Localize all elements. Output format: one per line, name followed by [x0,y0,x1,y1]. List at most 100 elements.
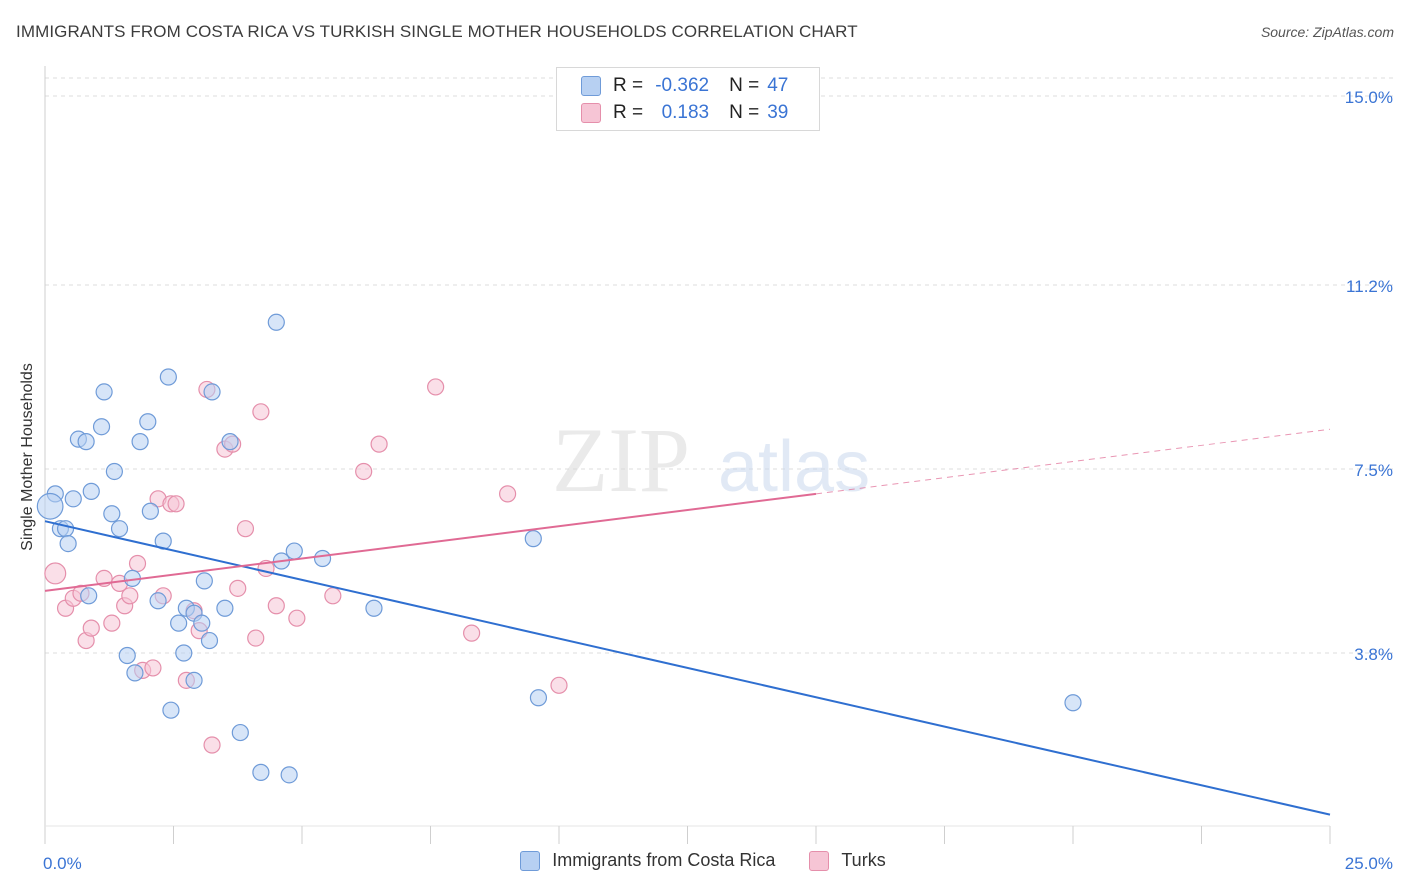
turks-point [82,619,100,637]
turks-point [370,435,388,453]
legend-swatch-blue [520,850,541,871]
legend-swatch-pink [809,850,830,871]
costa-rica-point [1064,694,1082,712]
y-tick-label: 3.8% [1354,645,1393,664]
legend-r-label: R = [613,102,644,123]
correlation-legend: R = -0.362 N = 47 R = 0.183 N = 39 [556,67,820,131]
legend-r-value: 0.183 [661,102,710,123]
costa-rica-point [285,542,303,560]
costa-rica-point [280,766,298,784]
costa-rica-point [185,671,203,689]
costa-rica-point [64,490,82,508]
legend-n-value: 47 [767,75,789,96]
costa-rica-point [77,433,95,451]
legend-item-label: Turks [841,850,886,870]
legend-r-value: -0.362 [655,75,710,96]
watermark: ZIP atlas [552,409,870,511]
turks-trend-extension [815,428,1331,495]
costa-rica-point [110,520,129,538]
costa-rica-point [203,383,221,401]
axes [44,66,1331,844]
costa-rica-point [252,763,270,781]
legend-n-label: N = [729,102,760,123]
turks-point [229,579,247,597]
costa-rica-point [95,383,113,401]
costa-rica-point [126,664,144,682]
costa-rica-point [529,689,548,707]
costa-rica-point [170,614,188,632]
turks-point [247,629,265,647]
costa-rica-point [175,644,193,662]
turks-point [103,614,121,632]
turks-point [203,736,221,754]
source-credit: Source: ZipAtlas.com [1260,24,1394,40]
turks-point [499,485,517,503]
turks-point [463,624,481,642]
chart-title: IMMIGRANTS FROM COSTA RICA VS TURKISH SI… [16,22,858,41]
legend-swatch-blue [581,76,601,96]
costa-rica-point [193,614,211,632]
legend-n-label: N = [729,75,760,96]
costa-rica-point [221,433,239,451]
costa-rica-point [82,482,100,500]
costa-rica-point [105,462,123,481]
legend-n-value: 39 [767,102,789,123]
legend-r-label: R = [613,75,644,96]
legend-row-costa-rica: R = -0.362 N = 47 [581,74,788,98]
costa-rica-point [365,599,383,617]
costa-rica-point [36,492,64,520]
x-tick-label: 25.0% [1345,854,1393,873]
costa-rica-point [200,631,219,650]
costa-rica-trend-line [44,520,1331,816]
watermark-zip: ZIP [552,409,690,511]
costa-rica-point [267,313,285,331]
turks-point [267,597,285,615]
y-tick-label: 15.0% [1345,88,1393,107]
costa-rica-point [195,572,213,590]
data-points [36,313,1082,784]
costa-rica-point [103,505,121,523]
y-tick-label: 11.2% [1346,277,1393,296]
turks-point [128,554,147,573]
turks-point [550,676,568,694]
turks-point [288,609,306,627]
legend-row-turks: R = 0.183 N = 39 [581,101,788,125]
costa-rica-point [141,502,159,520]
costa-rica-point [139,413,157,431]
turks-point [167,495,185,513]
turks-point [427,378,445,396]
turks-point [144,659,162,677]
costa-rica-point [92,418,111,436]
watermark-atlas: atlas [718,427,870,507]
turks-point [44,562,67,585]
costa-rica-point [162,701,180,719]
costa-rica-point [131,433,149,451]
turks-point [252,403,270,421]
turks-point [324,587,342,605]
y-tick-label: 7.5% [1354,461,1393,480]
legend-swatch-pink [581,103,601,123]
costa-rica-point [56,520,75,538]
turks-point [236,520,255,538]
x-tick-label: 0.0% [43,854,82,873]
y-axis-label: Single Mother Households [19,363,36,551]
costa-rica-point [216,599,234,617]
legend-item-costa-rica[interactable]: Immigrants from Costa Rica [520,850,775,871]
costa-rica-point [149,592,167,610]
costa-rica-point [80,587,98,605]
turks-trend-line [44,492,817,592]
costa-rica-point [231,723,249,742]
series-legend: Immigrants from Costa Rica Turks [0,850,1406,871]
costa-rica-point [313,549,332,568]
turks-point [121,587,139,605]
costa-rica-point [524,530,542,548]
costa-rica-point [159,368,177,386]
turks-point [355,462,373,481]
legend-item-label: Immigrants from Costa Rica [552,850,776,870]
costa-rica-point [59,534,77,553]
tick-labels: 15.0% 11.2% 7.5% 3.8% 0.0% 25.0% [43,88,1393,873]
legend-item-turks[interactable]: Turks [809,850,886,871]
costa-rica-point [118,646,136,665]
trend-lines [44,428,1331,816]
